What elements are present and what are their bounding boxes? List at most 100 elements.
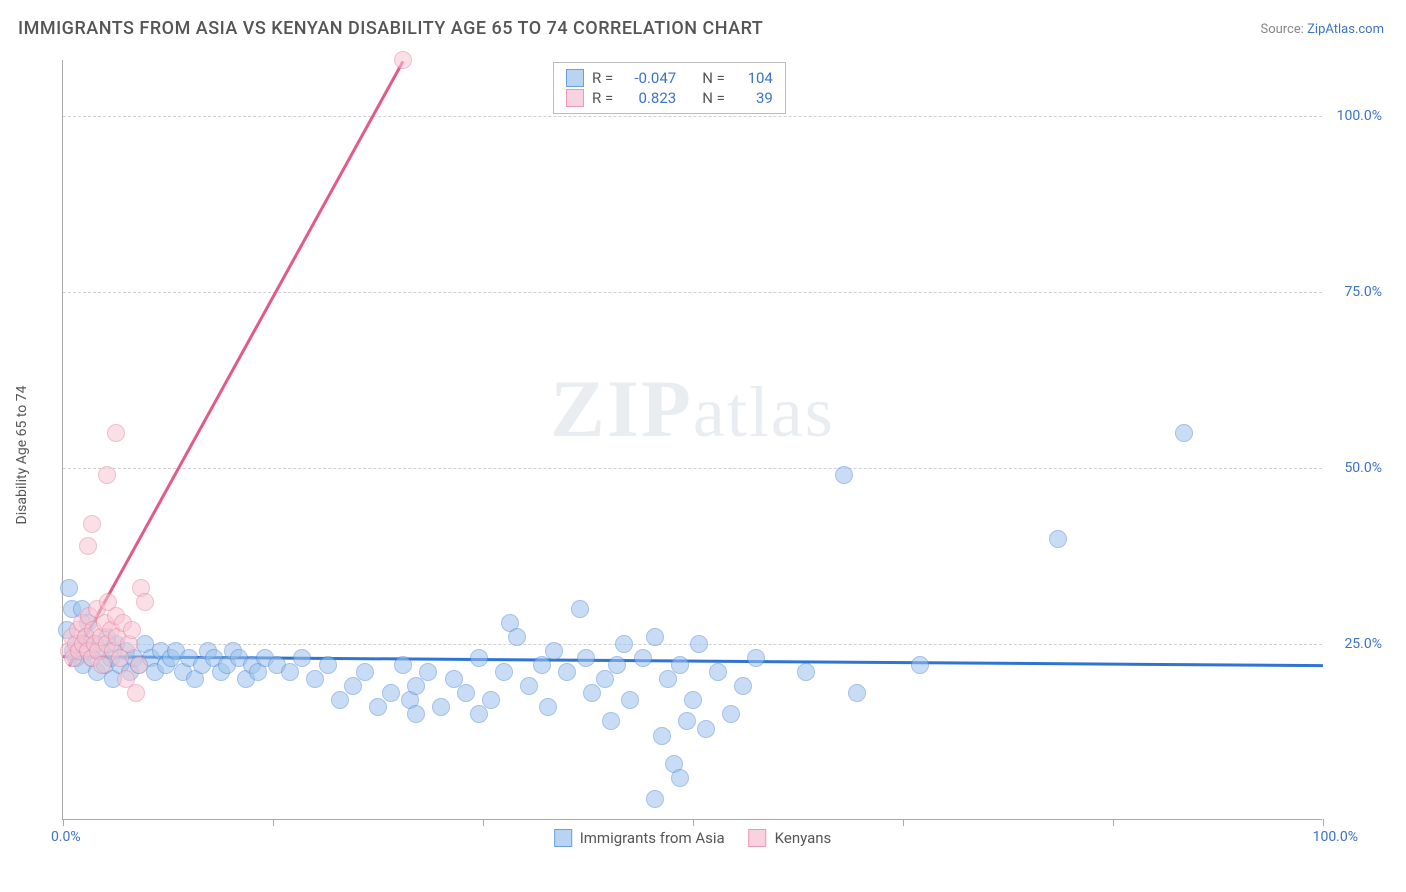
data-point	[747, 649, 765, 667]
r-label: R =	[592, 69, 613, 87]
data-point	[835, 466, 853, 484]
source-prefix: Source:	[1260, 22, 1307, 37]
source-attribution: Source: ZipAtlas.com	[1260, 22, 1384, 37]
data-point	[653, 727, 671, 745]
data-point	[608, 656, 626, 674]
gridline-h	[63, 292, 1322, 293]
data-point	[911, 656, 929, 674]
x-tick	[483, 819, 484, 826]
r-value-asia: -0.047	[621, 69, 676, 87]
data-point	[671, 769, 689, 787]
x-tick	[63, 819, 64, 826]
data-point	[130, 656, 148, 674]
stats-legend-box: R = -0.047 N = 104 R = 0.823 N = 39	[553, 62, 786, 114]
data-point	[545, 642, 563, 660]
data-point	[107, 424, 125, 442]
gridline-h	[63, 468, 1322, 469]
r-label: R =	[592, 89, 613, 107]
data-point	[123, 621, 141, 639]
data-point	[520, 677, 538, 695]
data-point	[646, 790, 664, 808]
y-tick-label: 25.0%	[1344, 636, 1382, 652]
data-point	[394, 656, 412, 674]
data-point	[734, 677, 752, 695]
stats-row-asia: R = -0.047 N = 104	[566, 68, 773, 88]
data-point	[306, 670, 324, 688]
watermark-atlas: atlas	[693, 372, 835, 452]
data-point	[394, 51, 412, 69]
data-point	[60, 579, 78, 597]
data-point	[697, 720, 715, 738]
y-tick-label: 50.0%	[1344, 460, 1382, 476]
data-point	[659, 670, 677, 688]
y-tick-label: 75.0%	[1344, 284, 1382, 300]
legend-item-kenyans: Kenyans	[749, 829, 832, 847]
data-point	[621, 691, 639, 709]
data-point	[539, 698, 557, 716]
data-point	[583, 684, 601, 702]
data-point	[83, 515, 101, 533]
data-point	[331, 691, 349, 709]
data-point	[482, 691, 500, 709]
data-point	[281, 663, 299, 681]
stats-row-kenyans: R = 0.823 N = 39	[566, 88, 773, 108]
y-axis-label: Disability Age 65 to 74	[14, 386, 30, 525]
data-point	[671, 656, 689, 674]
data-point	[293, 649, 311, 667]
data-point	[646, 628, 664, 646]
data-point	[1175, 424, 1193, 442]
legend-item-asia: Immigrants from Asia	[554, 829, 725, 847]
trendline	[68, 61, 404, 667]
r-value-kenyans: 0.823	[621, 89, 676, 107]
data-point	[533, 656, 551, 674]
data-point	[407, 705, 425, 723]
n-label: N =	[702, 89, 725, 107]
watermark-zip: ZIP	[550, 363, 693, 454]
data-point	[558, 663, 576, 681]
x-tick	[273, 819, 274, 826]
data-point	[432, 698, 450, 716]
data-point	[419, 663, 437, 681]
data-point	[709, 663, 727, 681]
watermark: ZIPatlas	[550, 362, 835, 456]
data-point	[127, 684, 145, 702]
n-value-kenyans: 39	[733, 89, 773, 107]
data-point	[848, 684, 866, 702]
data-point	[470, 705, 488, 723]
data-point	[602, 712, 620, 730]
data-point	[571, 600, 589, 618]
swatch-asia	[566, 69, 584, 87]
data-point	[508, 628, 526, 646]
data-point	[596, 670, 614, 688]
legend-swatch-kenyans	[749, 829, 767, 847]
legend-label-asia: Immigrants from Asia	[580, 829, 725, 847]
n-label: N =	[702, 69, 725, 87]
data-point	[344, 677, 362, 695]
legend-swatch-asia	[554, 829, 572, 847]
data-point	[690, 635, 708, 653]
chart-title: IMMIGRANTS FROM ASIA VS KENYAN DISABILIT…	[18, 18, 763, 39]
x-tick	[1113, 819, 1114, 826]
scatter-plot: ZIPatlas R = -0.047 N = 104 R = 0.823 N …	[62, 60, 1322, 820]
gridline-h	[63, 116, 1322, 117]
source-link[interactable]: ZipAtlas.com	[1307, 22, 1384, 37]
data-point	[356, 663, 374, 681]
n-value-asia: 104	[733, 69, 773, 87]
data-point	[615, 635, 633, 653]
legend-label-kenyans: Kenyans	[775, 829, 832, 847]
x-axis-min-label: 0.0%	[51, 829, 81, 845]
data-point	[382, 684, 400, 702]
x-tick	[1323, 819, 1324, 826]
data-point	[797, 663, 815, 681]
data-point	[495, 663, 513, 681]
x-tick	[903, 819, 904, 826]
data-point	[1049, 530, 1067, 548]
x-axis-max-label: 100.0%	[1313, 829, 1358, 845]
data-point	[577, 649, 595, 667]
y-tick-label: 100.0%	[1337, 108, 1382, 124]
data-point	[319, 656, 337, 674]
bottom-legend: Immigrants from Asia Kenyans	[554, 829, 832, 847]
data-point	[457, 684, 475, 702]
swatch-kenyans	[566, 89, 584, 107]
data-point	[684, 691, 702, 709]
